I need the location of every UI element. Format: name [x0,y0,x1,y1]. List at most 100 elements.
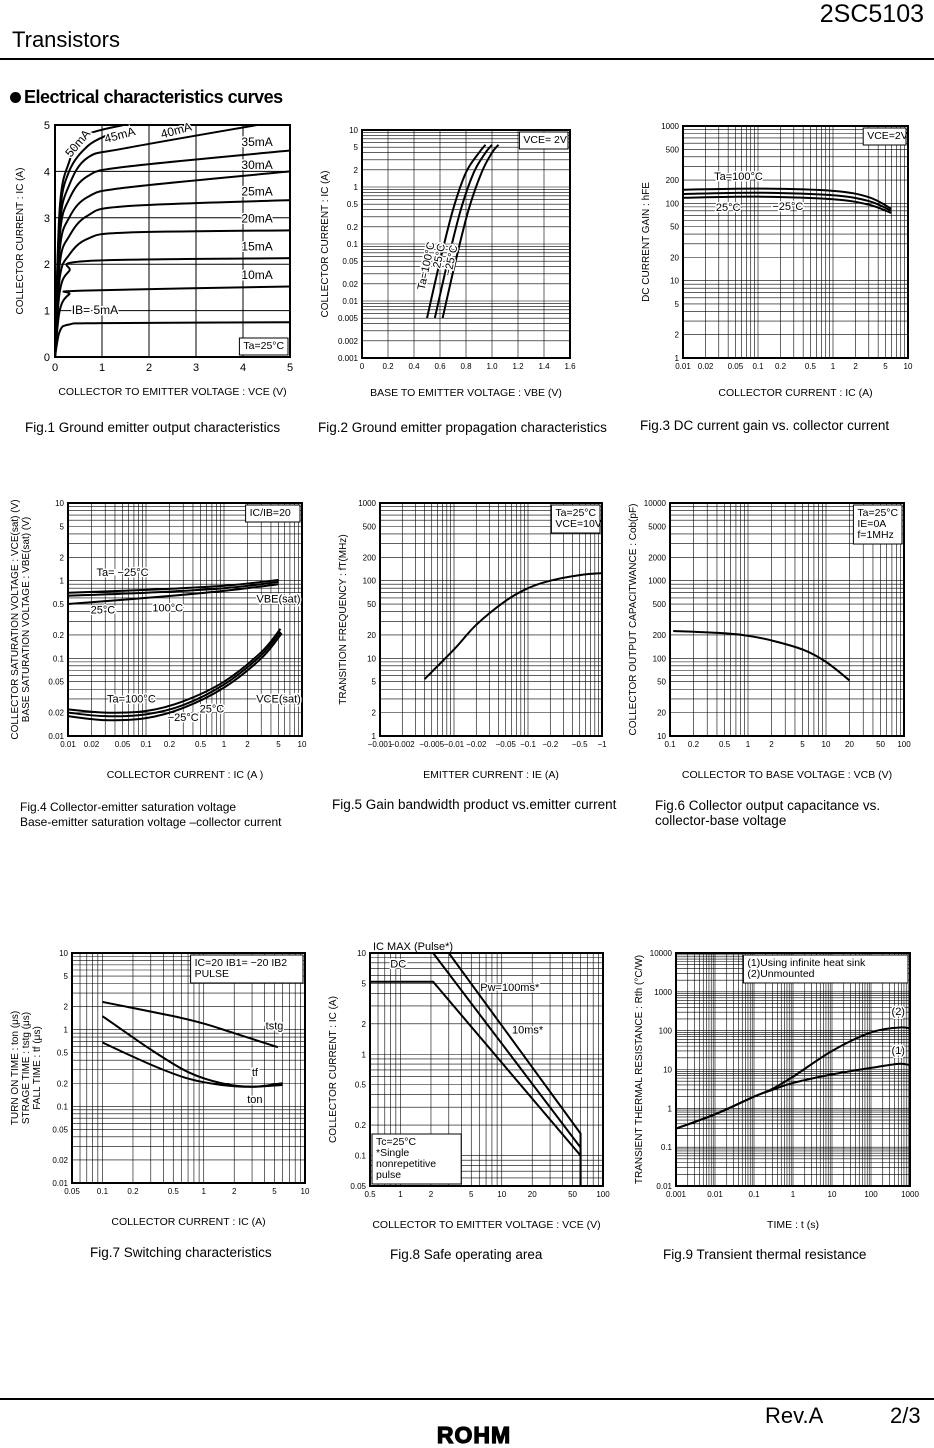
series-line-2 [54,285,291,358]
x-tick-label: 0.1 [748,1190,760,1199]
series-line-4 [67,628,282,714]
page-number: 2/3 [890,1403,921,1428]
x-tick-label: 0.05 [64,1187,80,1196]
chart-fig9: 0.001 0.01 0.1 1 10 100 10000.010.111010010001… [634,949,919,1231]
x-tick-label: 5 [272,1187,277,1196]
series-line-10 [54,124,124,358]
y-tick-label: 2 [64,1003,69,1012]
rohm-logo: ROHM [422,1423,526,1447]
curve-label: 100°C [152,603,183,615]
note-box [518,131,569,150]
x-tick-label: 2 [245,740,250,749]
note-box [190,954,304,984]
legend-note: IC/IB=20 [245,504,301,523]
x-tick-label: 50 [568,1190,577,1199]
note-text: IC=20 IB1= −20 IB2 [195,957,288,969]
x-tick-label: 0.6 [434,362,446,371]
x-tick-label: 0.4 [408,362,420,371]
curve-label: (2) [892,1006,905,1018]
y-tick-label: 2 [675,331,680,340]
curve-label: ton [247,1094,262,1106]
y-axis-label-line: COLLECTOR CURRENT : IC (A) [328,996,339,1143]
x-axis-label: COLLECTOR TO EMITTER VOLTAGE : VCE (V) [58,386,286,398]
y-tick-label: 10 [657,732,666,741]
y-tick-label: 0.01 [48,732,64,741]
y-axis-label: DC CURRENT GAIN : hFE [641,182,652,302]
chart-fig7: 0.05 0.1 0.2 0.5 1 2 5 10 0.01 0.02 0.05 0.1 0.2 0.5 1… [10,949,310,1228]
x-tick-label: 2 [429,1190,434,1199]
curve-label: 25mA [241,185,272,199]
note-text: IE=0A [857,518,886,530]
x-axis-label: BASE TO EMITTER VOLTAGE : VBE (V) [370,387,562,399]
y-tick-label: 50 [367,600,376,609]
gridlines [71,952,306,1184]
y-tick-label: 500 [653,600,667,609]
plot-frame [71,952,306,1184]
y-tick-label: 5 [354,143,359,152]
x-tick-label: 10 [828,1190,837,1199]
x-tick-label: −0.02 [466,740,487,749]
y-axis-label: COLLECTOR CURRENT : IC (A) [15,168,26,315]
x-axis-label: COLLECTOR TO BASE VOLTAGE : VCB (V) [682,769,892,781]
x-tick-label: 0.5 [364,1190,376,1199]
y-tick-label: 0.1 [355,1152,367,1161]
chart-fig4: 0.01 0.02 0.05 0.1 0.2 0.5 1 2 5 10 0.01 0.02 0.05 0.… [10,499,307,781]
gridlines [379,502,603,737]
curve-label: 25°C [91,604,116,616]
note-text: Ta=25°C [243,340,284,352]
y-tick-label: 10 [59,949,68,958]
x-tick-label: 0.2 [127,1187,139,1196]
y-tick-label: 20 [657,709,666,718]
curve-label: −25°C [168,712,199,724]
y-tick-label: 10 [663,1066,672,1075]
y-tick-label: 5 [362,979,367,988]
category-title: Transistors [12,27,120,52]
y-tick-label: 4 [44,166,50,178]
series-line-2 [682,191,892,212]
note-box [862,127,907,146]
legend-note: VCE= 2V [518,131,569,150]
section-title: Electrical characteristics curves [10,87,283,108]
series-line-1 [426,144,487,319]
note-box [245,504,301,523]
curve-label: −25°C [772,201,803,213]
y-axis-label: TRANSIENT THERMAL RESISTANCE : Rth (°C/W… [634,955,645,1184]
x-tick-label: 5 [287,362,293,374]
series-line-1 [673,629,851,682]
y-tick-label: 0.005 [338,314,359,323]
y-axis-label: COLLECTOR OUTPUT CAPACITWANCE : Cob(pF) [628,504,639,736]
plot-frame [669,502,905,737]
y-tick-label: 0.05 [52,1125,68,1134]
figure-caption: Fig.2 Ground emitter propagation charact… [318,420,607,435]
curve-label: tstg [266,1021,284,1033]
y-tick-label: 1 [675,354,680,363]
y-tick-label: 10 [357,949,366,958]
series-line-3 [441,144,500,319]
y-tick-label: 0.2 [355,1121,367,1130]
y-tick-label: 1 [44,306,50,318]
x-tick-label: 1.0 [486,362,498,371]
x-tick-label: 20 [528,1190,537,1199]
x-tick-label: 0.5 [719,740,731,749]
note-box [238,337,289,356]
x-tick-label: 1.4 [538,362,550,371]
legend-note: Tc=25°C*Single nonrepetitive pulse [371,1133,462,1185]
y-tick-label: 0 [44,352,50,364]
series-line-7 [54,149,291,358]
y-tick-label: 10000 [650,949,673,958]
y-tick-label: 10000 [644,499,667,508]
curve-label: 25°C [716,202,741,214]
x-tick-label: 0.2 [775,362,787,371]
series-line-1 [423,572,603,680]
series-line-6 [67,632,283,722]
y-tick-label: 10 [55,499,64,508]
x-tick-label: 4 [240,362,246,374]
series-line-2 [67,581,279,597]
note-box [550,504,601,534]
x-tick-label: 1.6 [564,362,576,371]
figure-caption: Fig.9 Transient thermal resistance [663,1247,867,1262]
chart-title: IC MAX (Pulse*) [373,941,453,953]
curve-label: Ta=100°C [107,693,156,705]
